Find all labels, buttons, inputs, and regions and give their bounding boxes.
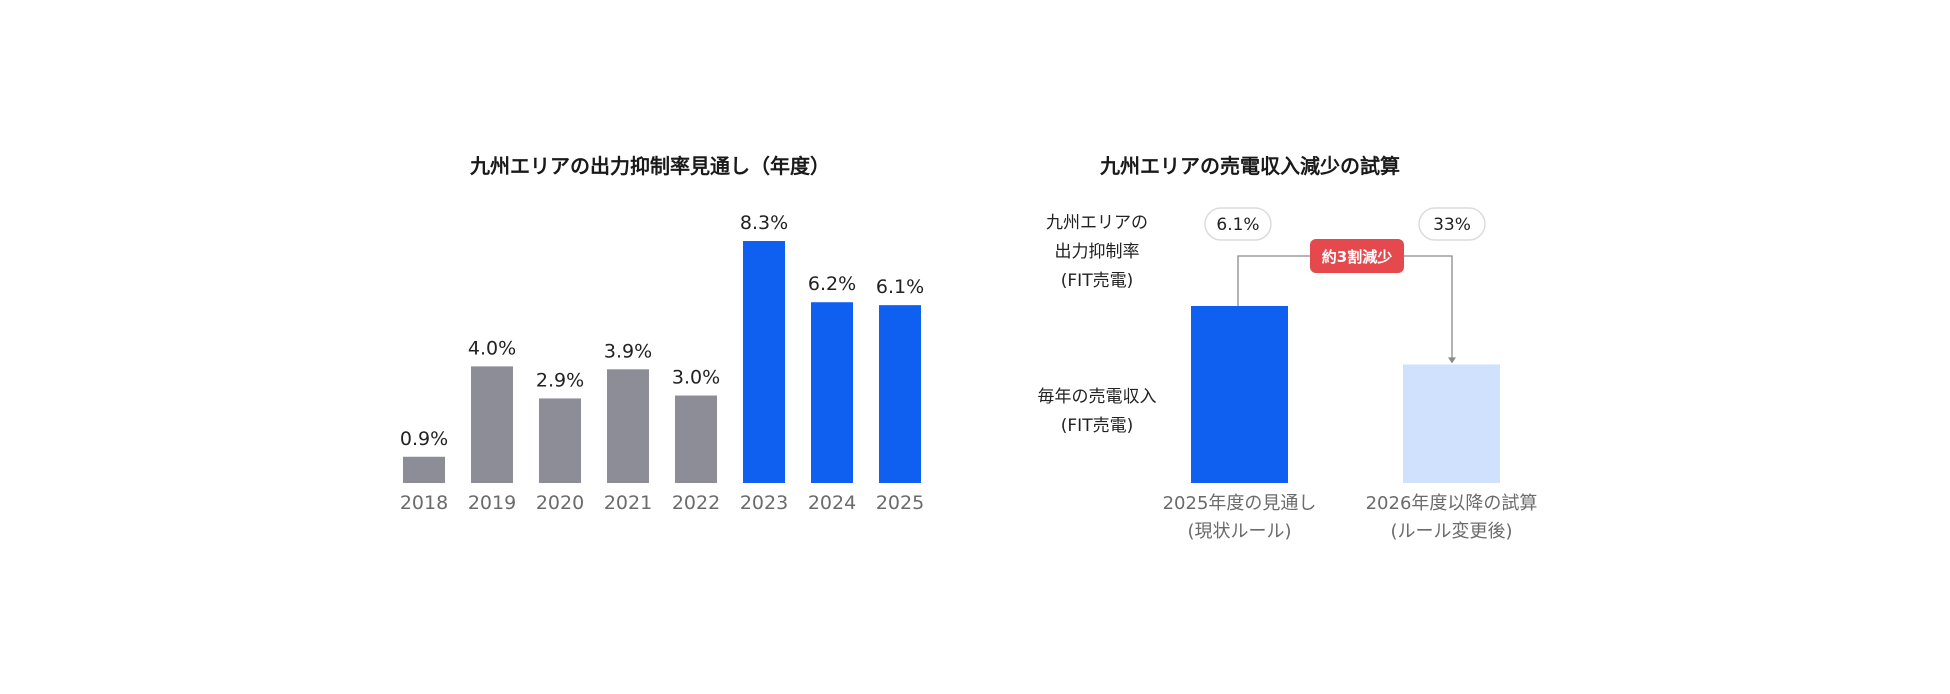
bar-2018 (403, 456, 445, 483)
rate-pill-1 (1204, 207, 1272, 241)
bar-2020 (539, 398, 581, 483)
rate-pill-label-2: 33% (1433, 215, 1471, 235)
rate-pill-2 (1418, 207, 1486, 241)
x-tick-label-2025: 2025 (876, 492, 924, 514)
bar-value-label-2019: 4.0% (468, 337, 516, 359)
x-tick-label-2021: 2021 (604, 492, 652, 514)
bar-2022 (675, 395, 717, 483)
bar-value-label-2021: 3.9% (604, 340, 652, 362)
left-chart-title: 九州エリアの出力抑制率見通し（年度） (470, 154, 830, 178)
revenue-row-label: 毎年の売電収入 (1038, 387, 1157, 407)
rate-pill-label-1: 6.1% (1216, 215, 1259, 235)
bar-2021 (607, 369, 649, 483)
x-tick-label-2019: 2019 (468, 492, 516, 514)
rate-row-label: 九州エリアの (1046, 213, 1148, 233)
reduction-badge-label: 約3割減少 (1322, 248, 1392, 266)
rate-row-label: 出力抑制率 (1055, 242, 1140, 262)
revenue-category-label-2: 2026年度以降の試算 (1366, 493, 1538, 514)
bar-value-label-2018: 0.9% (400, 428, 448, 450)
bar-value-label-2023: 8.3% (740, 212, 788, 234)
bar-value-label-2025: 6.1% (876, 276, 924, 298)
x-tick-label-2024: 2024 (808, 492, 856, 514)
x-tick-label-2018: 2018 (400, 492, 448, 514)
revenue-bar-2 (1403, 364, 1500, 483)
bar-2019 (471, 366, 513, 483)
x-tick-label-2020: 2020 (536, 492, 584, 514)
bar-2025 (879, 305, 921, 483)
bar-value-label-2022: 3.0% (672, 367, 720, 389)
bar-value-label-2020: 2.9% (536, 369, 584, 391)
revenue-bar-1 (1191, 306, 1288, 483)
bar-2023 (743, 241, 785, 483)
right-chart-title: 九州エリアの売電収入減少の試算 (1100, 154, 1400, 178)
revenue-category-label-1: (現状ルール) (1187, 521, 1291, 542)
reduction-badge (1310, 239, 1404, 273)
bar-2024 (811, 302, 853, 483)
revenue-category-label-1: 2025年度の見通し (1163, 493, 1317, 514)
x-tick-label-2023: 2023 (740, 492, 788, 514)
x-tick-label-2022: 2022 (672, 492, 720, 514)
arrowhead-icon (1448, 357, 1456, 364)
revenue-row-label: (FIT売電) (1061, 416, 1133, 436)
rate-row-label: (FIT売電) (1061, 271, 1133, 291)
bar-value-label-2024: 6.2% (808, 273, 856, 295)
revenue-category-label-2: (ルール変更後) (1390, 521, 1512, 542)
